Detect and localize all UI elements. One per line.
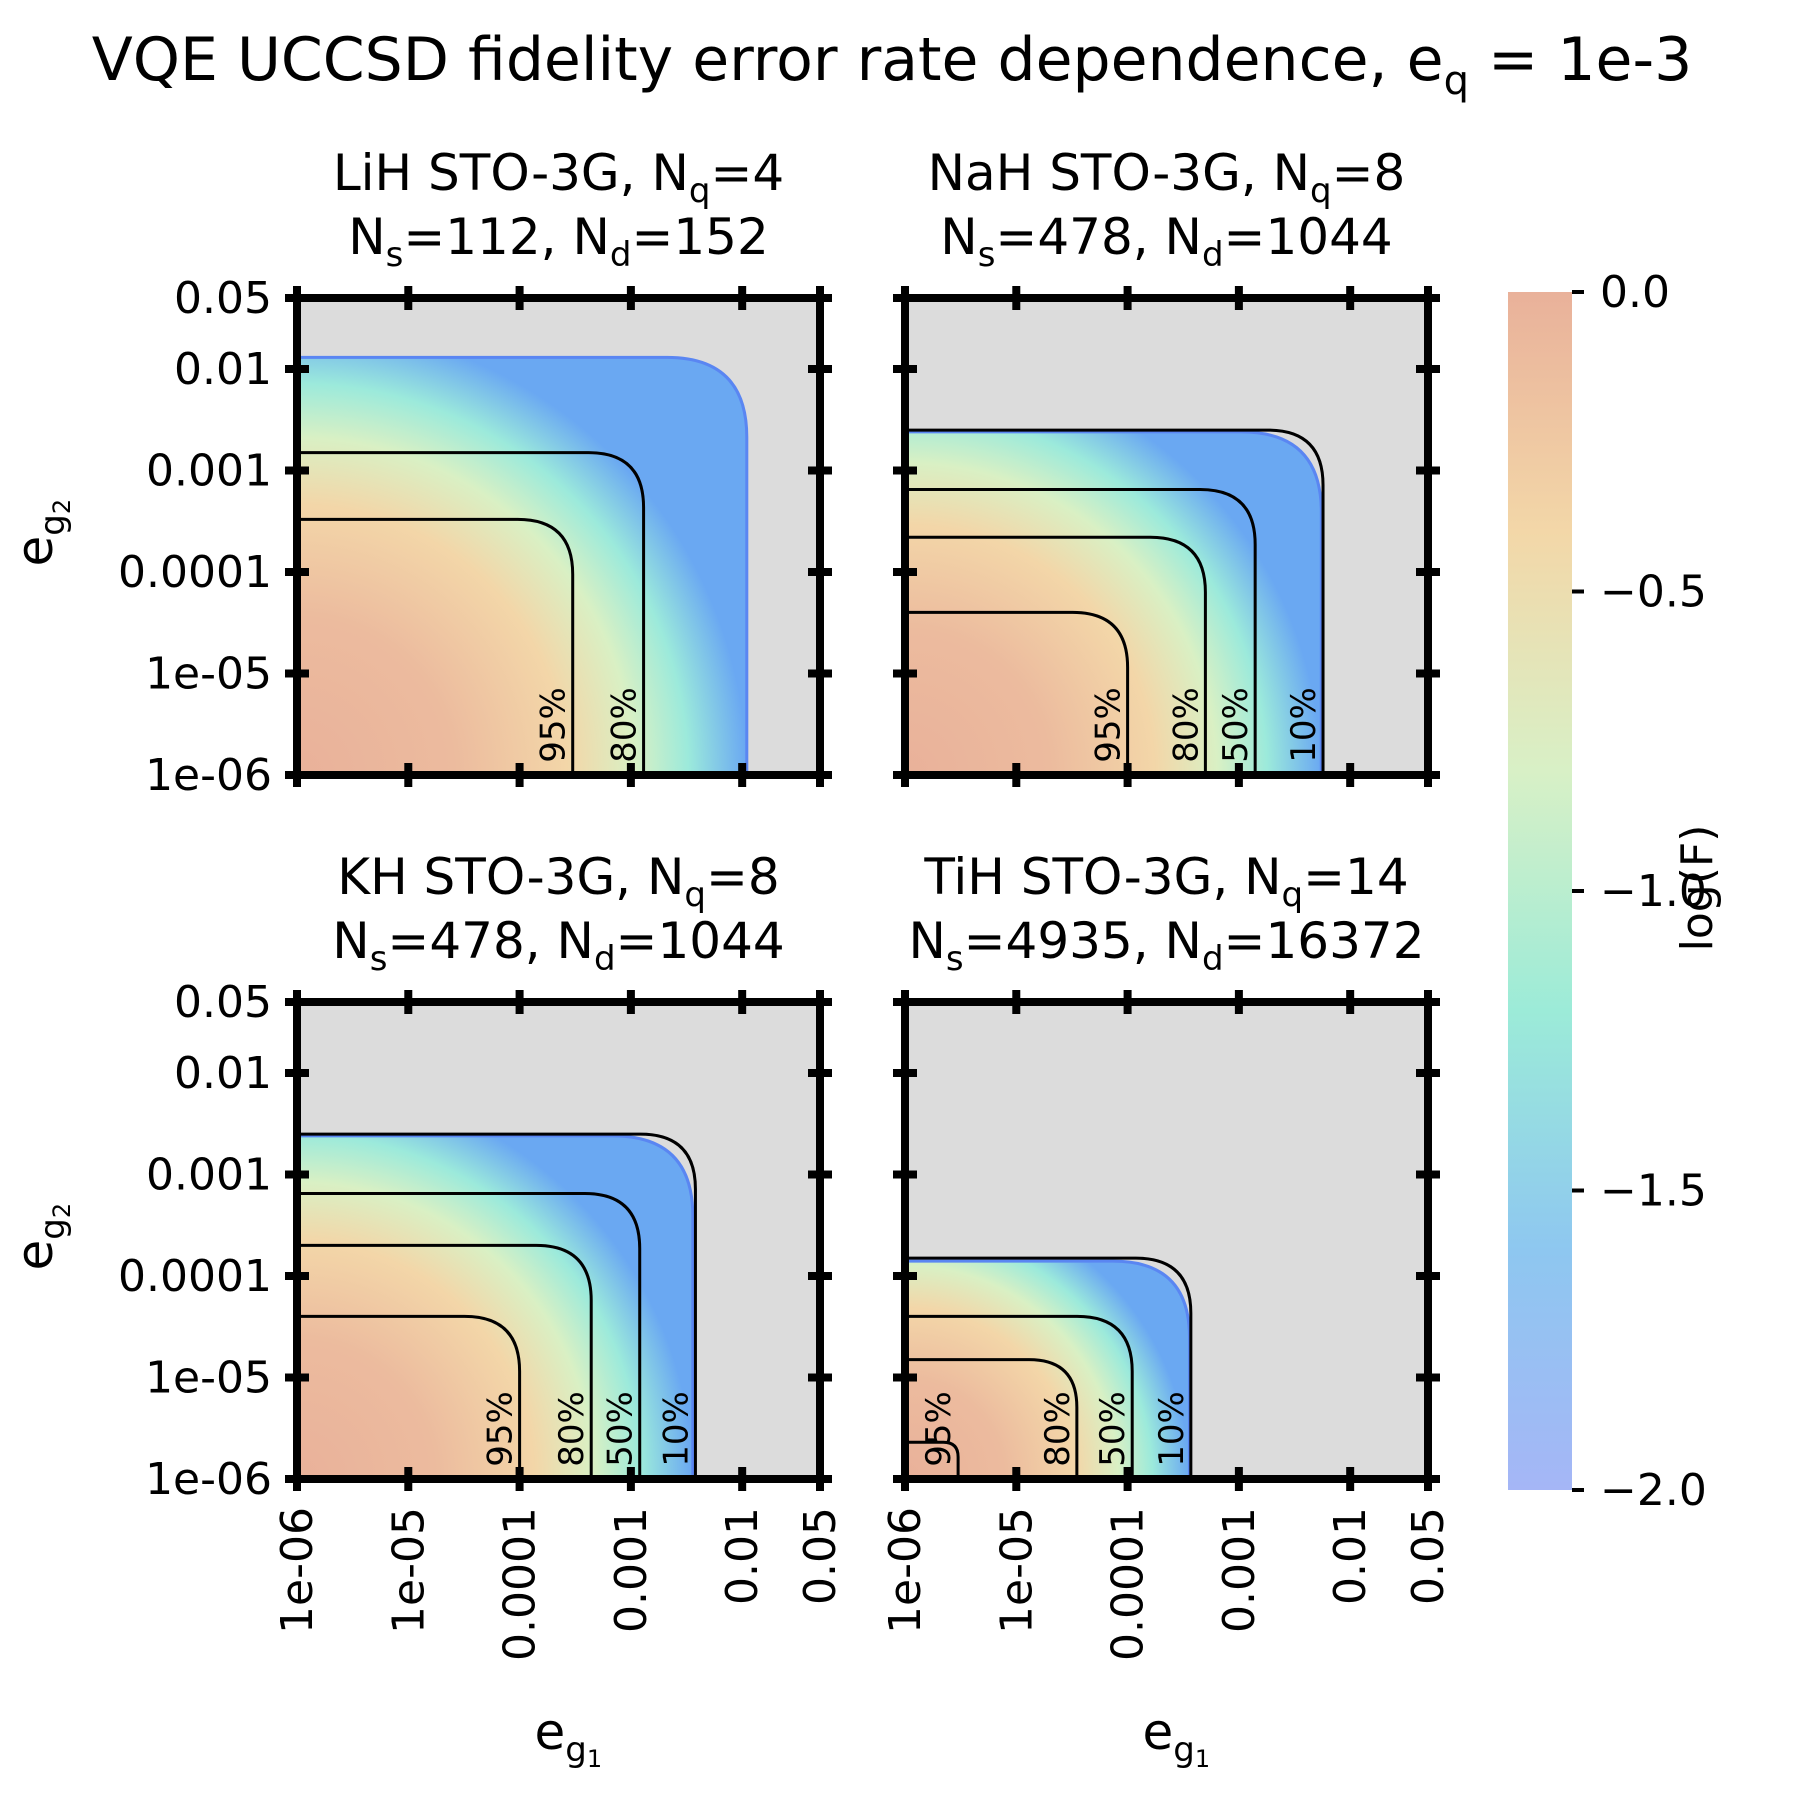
subplot-title-line2: Ns=478, Nd=1044	[332, 912, 784, 979]
contour-label: 50%	[1093, 1391, 1133, 1467]
colorbar-tick-label: −2.0	[1600, 1465, 1707, 1516]
contour-label: 95%	[1089, 687, 1129, 763]
contour-label: 95%	[534, 687, 574, 763]
x-axis-label: eg1	[1143, 1703, 1211, 1773]
contour-line	[905, 1358, 1079, 1479]
contour-line	[297, 1132, 697, 1479]
y-tick-label: 0.001	[146, 1150, 272, 1201]
axes-frame	[293, 998, 824, 1483]
colorbar: 0.0 −0.5 −1.0 −1.5 −2.0 log(F)	[1508, 267, 1723, 1516]
colorbar-tick-label: −0.5	[1600, 567, 1707, 618]
x-tick-label: 0.01	[717, 1507, 768, 1605]
colorbar-tick-label: −1.0	[1600, 866, 1707, 917]
colorbar-tick-label: −1.5	[1600, 1166, 1707, 1217]
subplot-title-line1: KH STO-3G, Nq=8	[337, 848, 779, 915]
fidelity-region	[297, 1135, 693, 1479]
subplot-3: KH STO-3G, Nq=8Ns=478, Nd=1044 95% 80% 50% 1…	[6, 848, 846, 1773]
x-tick-label: 1e-06	[272, 1507, 323, 1634]
colorbar-label: log(F)	[1672, 825, 1723, 952]
contour-label: 80%	[605, 687, 645, 763]
contour-label: 95%	[919, 1391, 959, 1467]
region-edge	[297, 355, 749, 775]
contour-label: 10%	[656, 1391, 696, 1467]
contour-line	[297, 1191, 642, 1479]
y-tick-label: 0.01	[174, 1048, 272, 1099]
contour-label: 50%	[601, 1391, 641, 1467]
subplot-title-line1: LiH STO-3G, Nq=4	[333, 144, 784, 211]
subplot-grid: LiH STO-3G, Nq=4Ns=112, Nd=152 95% 80% 0.05…	[6, 144, 1454, 1773]
x-tick-label: 0.01	[1325, 1507, 1376, 1605]
fidelity-region	[297, 357, 747, 775]
y-tick-label: 1e-06	[145, 750, 272, 801]
colorbar-tick-label: 0.0	[1600, 267, 1670, 318]
fidelity-region	[905, 431, 1322, 775]
subplot-2: NaH STO-3G, Nq=8Ns=478, Nd=1044 95% 80% 50%…	[893, 144, 1440, 787]
region-edge	[905, 1259, 1192, 1479]
subplot-title-line1: TiH STO-3G, Nq=14	[923, 848, 1408, 915]
axes-frame	[901, 998, 1432, 1483]
y-tick-label: 0.0001	[118, 1251, 272, 1302]
contour-line	[905, 1440, 960, 1479]
contour-line	[297, 451, 646, 775]
contour-line	[905, 1314, 1134, 1479]
figure-title: VQE UCCSD fidelity error rate dependence…	[92, 25, 1693, 104]
colorbar-ticks: 0.0 −0.5 −1.0 −1.5 −2.0	[1572, 267, 1707, 1516]
subplot-title-line2: Ns=478, Nd=1044	[940, 208, 1392, 275]
contour-line	[297, 517, 575, 775]
contour-line	[905, 535, 1207, 775]
x-tick-label: 0.05	[1403, 1507, 1454, 1605]
x-tick-label: 0.0001	[495, 1507, 546, 1661]
x-tick-label: 0.001	[606, 1507, 657, 1633]
axes-frame	[901, 294, 1432, 779]
y-tick-label: 1e-06	[145, 1454, 272, 1505]
y-tick-label: 0.001	[146, 446, 272, 497]
contour-label: 80%	[552, 1391, 592, 1467]
subplot-1: LiH STO-3G, Nq=4Ns=112, Nd=152 95% 80% 0.05…	[6, 144, 832, 801]
subplot-title-line1: NaH STO-3G, Nq=8	[928, 144, 1406, 211]
subplot-title-line2: Ns=4935, Nd=16372	[908, 912, 1424, 979]
contour-label: 80%	[1166, 687, 1206, 763]
region-edge	[905, 430, 1323, 775]
contour-line	[905, 487, 1257, 775]
x-tick-label: 1e-05	[991, 1507, 1042, 1634]
y-tick-label: 0.05	[174, 977, 272, 1028]
contour-line	[905, 1256, 1193, 1479]
y-tick-label: 0.05	[174, 273, 272, 324]
contour-line	[905, 428, 1325, 775]
y-tick-label: 1e-05	[145, 648, 272, 699]
y-axis-label: eg2	[6, 1203, 76, 1271]
x-tick-label: 0.001	[1214, 1507, 1265, 1633]
x-tick-label: 1e-05	[383, 1507, 434, 1634]
subplot-title-line2: Ns=112, Nd=152	[348, 208, 769, 275]
y-axis-label: eg2	[6, 499, 76, 567]
contour-label: 80%	[1038, 1391, 1078, 1467]
x-tick-label: 0.0001	[1103, 1507, 1154, 1661]
y-tick-label: 0.0001	[118, 547, 272, 598]
contour-label: 95%	[481, 1391, 521, 1467]
contour-label: 10%	[1152, 1391, 1192, 1467]
contour-line	[905, 610, 1130, 775]
colorbar-gradient	[1508, 292, 1572, 1490]
x-tick-label: 1e-06	[880, 1507, 931, 1634]
y-tick-label: 0.01	[174, 344, 272, 395]
contour-line	[297, 1243, 593, 1479]
axes-frame	[293, 294, 824, 779]
y-tick-label: 1e-05	[145, 1352, 272, 1403]
contour-line	[297, 1314, 522, 1479]
region-edge	[297, 1134, 695, 1479]
contour-label: 50%	[1216, 687, 1256, 763]
x-axis-label: eg1	[535, 1703, 603, 1773]
contour-label: 10%	[1284, 687, 1324, 763]
x-tick-label: 0.05	[795, 1507, 846, 1605]
